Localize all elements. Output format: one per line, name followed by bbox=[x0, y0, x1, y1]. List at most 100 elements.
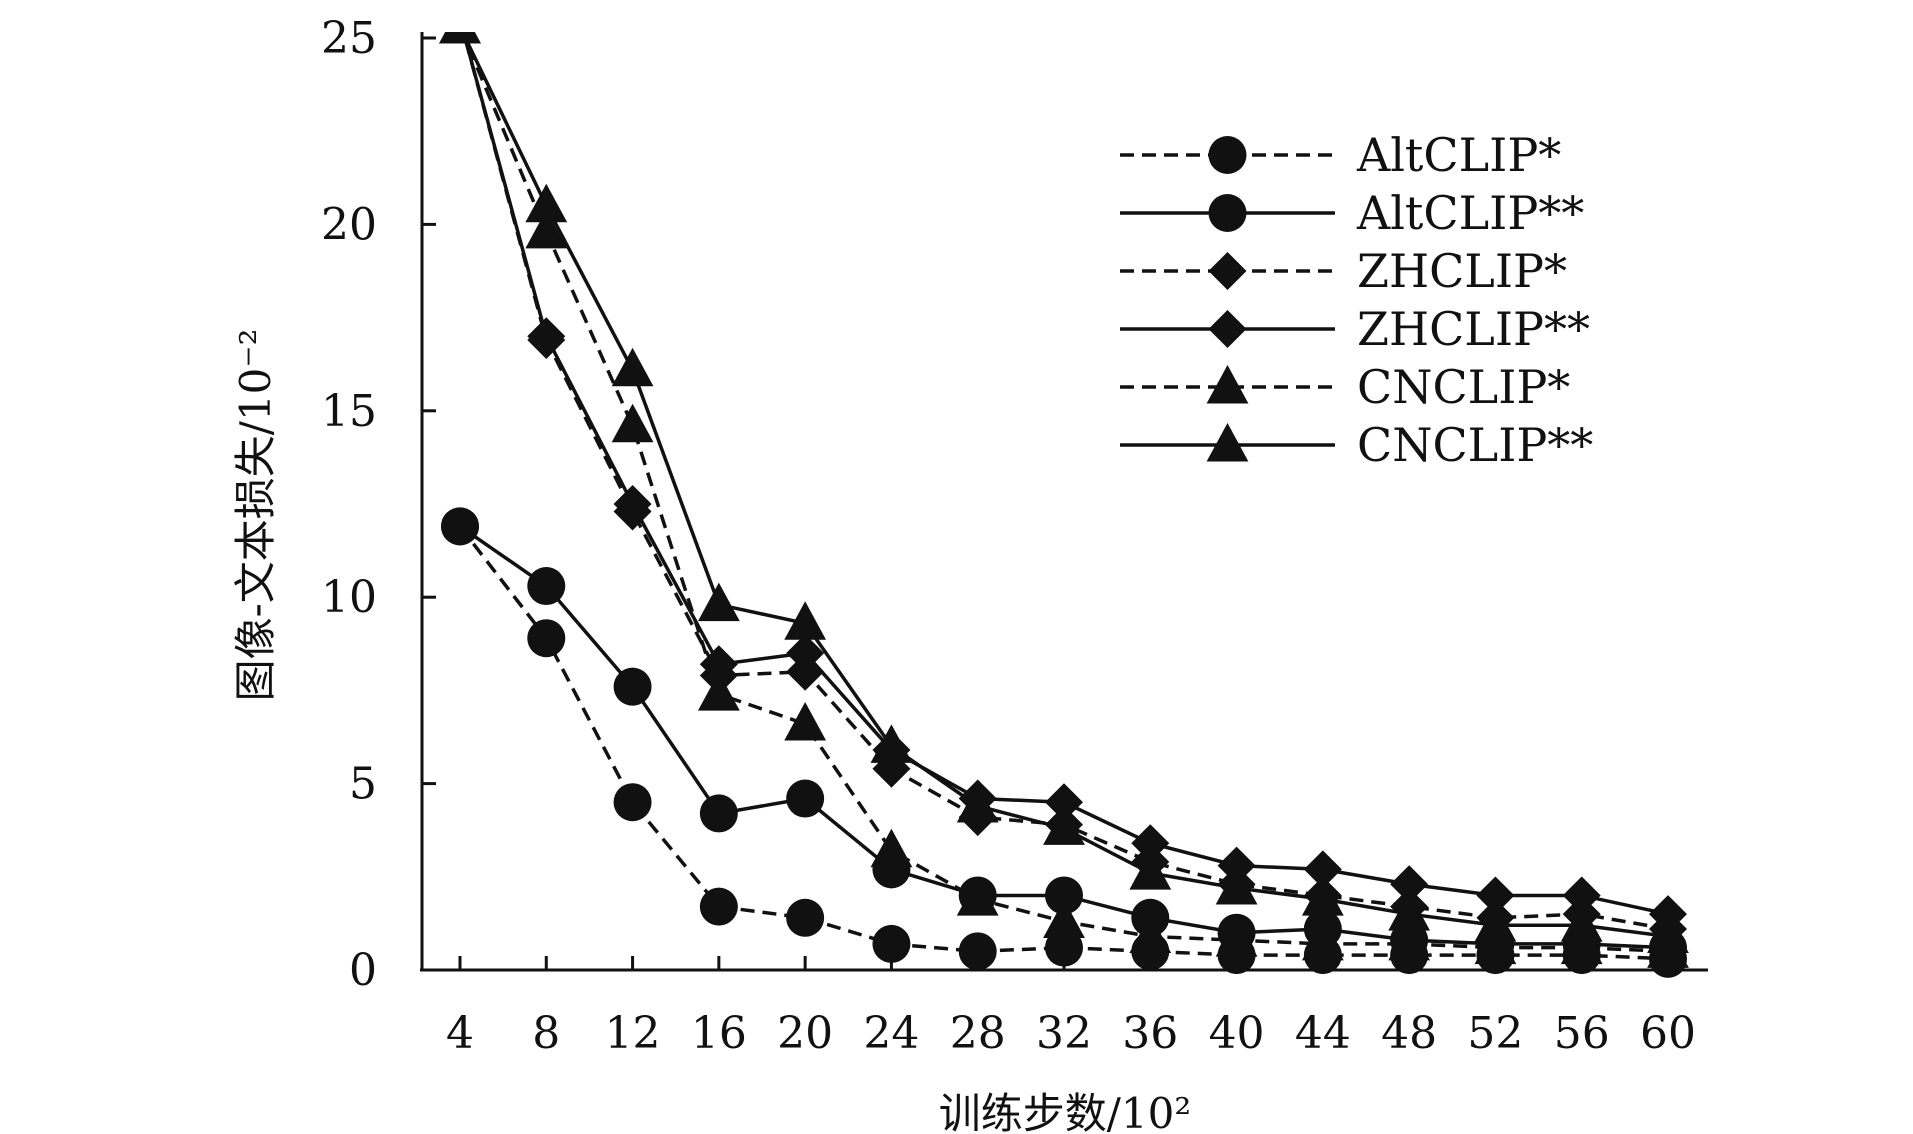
data-point bbox=[613, 485, 652, 523]
data-point bbox=[786, 634, 825, 673]
data-point bbox=[1388, 921, 1431, 961]
x-ticks: 4 8 12 16 20 24 28 32 36 40 44 48 52 56 60 bbox=[446, 956, 1696, 1059]
legend: AltCLIP*AltCLIP**ZHCLIP*ZHCLIP**CNCLIP*C… bbox=[1120, 128, 1593, 472]
legend-item: AltCLIP** bbox=[1120, 186, 1584, 240]
legend-item: ZHCLIP** bbox=[1120, 302, 1590, 356]
data-point bbox=[697, 672, 740, 711]
legend-item: CNCLIP** bbox=[1120, 418, 1593, 472]
data-point bbox=[525, 183, 568, 223]
legend-marker bbox=[1206, 423, 1249, 462]
data-point bbox=[611, 403, 654, 443]
y-tick-label: 15 bbox=[321, 386, 377, 437]
data-point bbox=[439, 32, 481, 44]
data-point bbox=[1474, 925, 1517, 965]
data-point bbox=[613, 667, 652, 706]
y-ticks: 0 5 10 15 20 25 bbox=[321, 13, 436, 996]
x-tick-label: 12 bbox=[605, 1008, 661, 1059]
series-layer bbox=[439, 32, 1689, 978]
data-point bbox=[525, 209, 568, 249]
legend-marker bbox=[1206, 365, 1249, 404]
legend-item: AltCLIP* bbox=[1120, 128, 1561, 182]
y-tick-label: 20 bbox=[321, 199, 377, 250]
legend-marker bbox=[1208, 136, 1247, 174]
data-point bbox=[1303, 850, 1342, 889]
legend-label: AltCLIP* bbox=[1356, 128, 1561, 182]
data-point bbox=[1045, 928, 1083, 967]
data-point bbox=[870, 828, 913, 868]
data-point bbox=[1043, 899, 1085, 939]
y-tick-label: 5 bbox=[349, 759, 377, 810]
legend-marker bbox=[1208, 194, 1247, 232]
data-point bbox=[870, 724, 913, 763]
data-point bbox=[784, 701, 827, 741]
x-tick-label: 4 bbox=[446, 1008, 474, 1059]
x-tick-label: 48 bbox=[1381, 1008, 1437, 1059]
x-tick-label: 28 bbox=[950, 1008, 1006, 1059]
legend-item: CNCLIP* bbox=[1120, 360, 1570, 414]
data-point bbox=[613, 783, 652, 822]
x-tick-label: 44 bbox=[1295, 1008, 1351, 1059]
x-tick-label: 40 bbox=[1209, 1008, 1265, 1059]
data-point bbox=[1129, 914, 1172, 953]
x-tick-label: 32 bbox=[1036, 1008, 1092, 1059]
series-line bbox=[458, 525, 1669, 961]
x-tick-label: 8 bbox=[532, 1008, 560, 1059]
data-point bbox=[1474, 903, 1517, 942]
data-point bbox=[1215, 918, 1258, 957]
data-point bbox=[527, 317, 566, 356]
data-point bbox=[872, 924, 911, 963]
x-tick-label: 52 bbox=[1467, 1008, 1523, 1059]
series-cnclips bbox=[439, 32, 1689, 968]
data-point bbox=[1476, 876, 1515, 915]
x-tick-label: 24 bbox=[863, 1008, 919, 1059]
data-point bbox=[1649, 895, 1687, 934]
y-axis-title: 图像-文本损失/10⁻² bbox=[231, 329, 280, 702]
x-tick-label: 36 bbox=[1122, 1008, 1178, 1059]
data-point bbox=[1647, 914, 1689, 953]
x-tick-label: 16 bbox=[691, 1008, 747, 1059]
data-point bbox=[784, 601, 827, 640]
data-point bbox=[1301, 921, 1344, 961]
data-point bbox=[527, 567, 566, 606]
data-point bbox=[1560, 925, 1603, 965]
series-zhclipss bbox=[453, 32, 1687, 934]
legend-label: AltCLIP** bbox=[1356, 186, 1584, 240]
data-point bbox=[699, 887, 738, 926]
data-point bbox=[1215, 865, 1258, 905]
legend-marker bbox=[1208, 310, 1247, 348]
legend-label: CNCLIP** bbox=[1357, 418, 1593, 472]
data-point bbox=[1045, 876, 1083, 915]
data-point bbox=[697, 582, 740, 622]
x-tick-label: 56 bbox=[1554, 1008, 1610, 1059]
data-point bbox=[1560, 903, 1603, 942]
data-point bbox=[699, 794, 738, 833]
data-point bbox=[1045, 783, 1083, 822]
data-point bbox=[1129, 851, 1172, 890]
data-point bbox=[1043, 806, 1085, 845]
data-point bbox=[786, 898, 825, 937]
y-tick-label: 25 bbox=[321, 13, 377, 64]
data-point bbox=[1131, 824, 1170, 863]
data-point bbox=[956, 783, 999, 823]
legend-item: ZHCLIP* bbox=[1120, 244, 1567, 298]
data-point bbox=[1562, 876, 1601, 915]
y-tick-label: 10 bbox=[321, 572, 377, 623]
x-axis-title: 训练步数/10² bbox=[939, 1089, 1191, 1134]
data-point bbox=[699, 645, 738, 684]
data-point bbox=[1390, 865, 1429, 904]
legend-label: CNCLIP* bbox=[1357, 360, 1570, 414]
legend-label: ZHCLIP* bbox=[1357, 244, 1567, 298]
data-point bbox=[527, 619, 566, 658]
data-point bbox=[956, 877, 999, 916]
data-point bbox=[1217, 846, 1256, 885]
data-point bbox=[786, 779, 825, 818]
data-point bbox=[1301, 877, 1344, 916]
x-tick-label: 60 bbox=[1640, 1008, 1696, 1059]
y-tick-label: 0 bbox=[349, 945, 377, 996]
series-cnclipss bbox=[439, 32, 1689, 953]
data-point bbox=[958, 932, 997, 971]
legend-label: ZHCLIP** bbox=[1357, 302, 1590, 356]
data-point bbox=[441, 507, 479, 546]
data-point bbox=[1388, 892, 1431, 931]
